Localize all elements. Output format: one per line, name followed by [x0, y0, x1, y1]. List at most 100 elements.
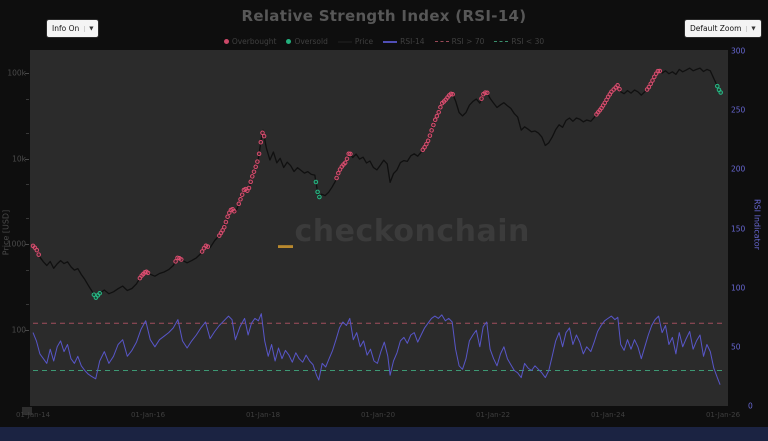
drag-handle[interactable]	[22, 407, 32, 415]
zoom-dropdown[interactable]: Default Zoom ▼	[685, 20, 761, 37]
overbought-marker	[657, 68, 663, 74]
overbought-marker	[173, 259, 178, 264]
x-tick-label: 01-Jan-22	[475, 411, 511, 419]
footer-bar	[0, 427, 768, 441]
price-minor-tick-mark	[26, 184, 29, 186]
legend-item-rsi-70[interactable]: RSI > 70	[434, 37, 485, 46]
overbought-marker	[251, 169, 257, 174]
overbought-marker	[432, 117, 438, 123]
oversold-marker	[97, 291, 102, 296]
overbought-marker	[179, 257, 184, 262]
legend-label: Overbought	[231, 37, 277, 46]
price-axis-title: Price [USD]	[1, 209, 11, 256]
overbought-marker	[434, 113, 440, 119]
overbought-marker	[425, 138, 431, 144]
overbought-marker	[342, 160, 348, 166]
legend-item-oversold[interactable]: Oversold	[286, 37, 328, 46]
legend-line-icon	[337, 40, 352, 43]
legend: Overbought Oversold Price RSI-14 RSI > 70 RSI…	[0, 37, 768, 46]
x-tick-label: 01-Jan-16	[130, 411, 166, 419]
oversold-marker	[317, 194, 322, 200]
price-tick-label: 100	[11, 325, 26, 334]
legend-label: RSI-14	[400, 37, 425, 46]
price-minor-tick-mark	[26, 218, 29, 220]
x-tick-label: 01-Jan-14	[15, 411, 51, 419]
chevron-down-icon: ▼	[746, 25, 756, 32]
overbought-marker	[436, 109, 441, 115]
rsi-tick-label: 300	[731, 46, 746, 56]
oversold-marker	[313, 179, 319, 185]
legend-item-price[interactable]: Price	[337, 37, 373, 46]
legend-item-rsi-14[interactable]: RSI-14	[383, 37, 425, 46]
chart-canvas[interactable]	[30, 50, 728, 406]
price-minor-tick-mark	[26, 98, 29, 100]
overbought-marker	[261, 133, 267, 139]
legend-marker-icon	[223, 39, 229, 44]
overbought-marker	[205, 244, 211, 249]
price-minor-tick-mark	[26, 132, 29, 134]
overbought-marker	[646, 84, 652, 90]
price-tick-mark	[25, 158, 29, 160]
price-tick-mark	[25, 73, 29, 74]
rsi-tick-label: 50	[731, 342, 741, 352]
legend-line-icon	[434, 41, 449, 42]
legend-marker-icon	[286, 39, 292, 44]
overbought-marker	[36, 252, 41, 257]
overbought-marker	[225, 214, 230, 219]
x-tick-label: 01-Jan-26	[705, 411, 741, 419]
legend-label: RSI < 30	[511, 37, 545, 46]
overbought-marker	[253, 164, 258, 170]
overbought-marker	[648, 81, 653, 87]
rsi-tick-label: 150	[731, 224, 746, 233]
overbought-marker	[479, 96, 484, 101]
overbought-marker	[199, 249, 205, 254]
overbought-marker	[239, 192, 245, 197]
overbought-marker	[336, 170, 341, 176]
overbought-marker	[255, 159, 260, 164]
price-tick-mark	[25, 244, 29, 245]
price-tick-label: 10k	[12, 154, 26, 163]
chevron-down-icon: ▼	[84, 25, 93, 32]
rsi-tick-label: 0	[748, 401, 753, 411]
overbought-marker	[652, 74, 657, 80]
overbought-marker	[34, 247, 40, 253]
overbought-marker	[334, 175, 339, 181]
legend-label: RSI > 70	[451, 37, 485, 46]
overbought-marker	[485, 90, 490, 96]
oversold-marker	[315, 189, 320, 195]
overbought-marker	[348, 151, 353, 157]
rsi-line	[32, 313, 721, 385]
overbought-marker	[650, 78, 655, 83]
overbought-marker	[232, 209, 237, 214]
legend-label: Oversold	[294, 37, 328, 46]
overbought-marker	[223, 219, 229, 225]
overbought-marker	[422, 145, 427, 150]
overbought-marker	[344, 156, 350, 162]
overbought-marker	[236, 201, 242, 207]
rsi-tick-label: 250	[731, 105, 746, 115]
overbought-marker	[431, 122, 436, 128]
x-tick-label: 01-Jan-24	[590, 411, 626, 419]
overbought-marker	[248, 179, 253, 185]
overbought-marker	[238, 197, 243, 202]
oversold-marker	[715, 83, 720, 89]
overbought-marker	[145, 270, 151, 276]
price-minor-tick-mark	[26, 303, 29, 305]
overbought-marker	[438, 105, 443, 110]
overbought-marker	[256, 151, 262, 157]
info-dropdown[interactable]: Info On ▼	[47, 20, 99, 37]
legend-item-rsi-30[interactable]: RSI < 30	[494, 37, 544, 46]
legend-item-overbought[interactable]: Overbought	[223, 37, 277, 46]
overbought-marker	[617, 86, 622, 92]
page-title: Relative Strength Index (RSI-14)	[241, 7, 527, 25]
overbought-marker	[246, 185, 252, 191]
plot-area[interactable]: _checkonchain	[30, 50, 728, 406]
overbought-marker	[615, 83, 620, 88]
rsi-axis-title: RSI Indicator	[752, 199, 762, 250]
overbought-marker	[424, 141, 429, 147]
info-dropdown-value: Info On	[52, 24, 80, 33]
oversold-marker	[718, 90, 723, 95]
price-minor-tick-mark	[26, 269, 29, 271]
price-tick-label: 1000	[6, 239, 26, 249]
price-tick-mark	[25, 329, 29, 331]
